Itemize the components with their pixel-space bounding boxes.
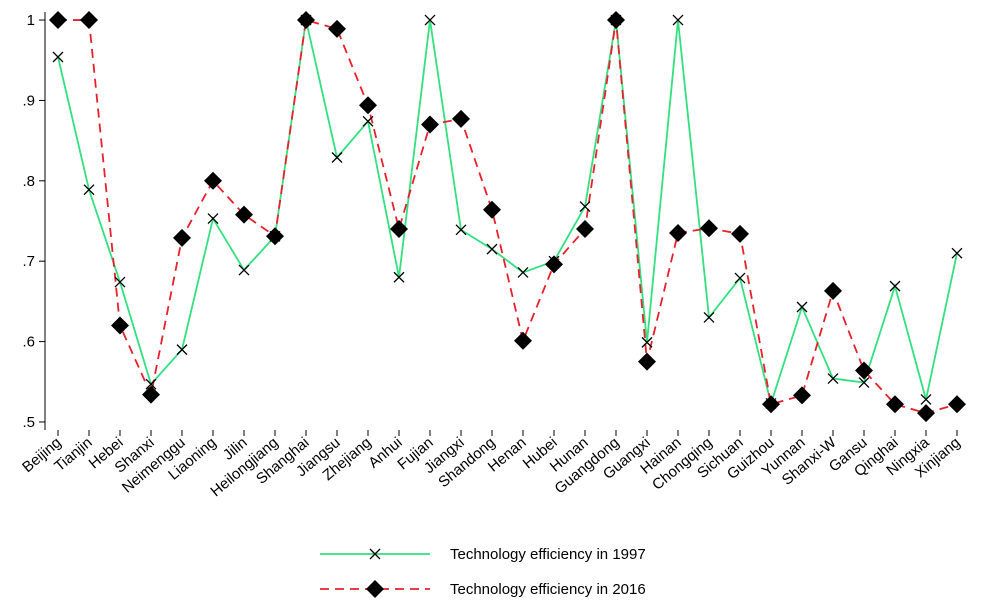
point-marker bbox=[486, 243, 498, 255]
point-marker bbox=[145, 378, 157, 390]
y-tick-label: 1 bbox=[27, 12, 35, 29]
point-marker bbox=[204, 171, 222, 190]
point-marker bbox=[421, 115, 439, 134]
y-tick-label: .5 bbox=[22, 414, 35, 431]
point-marker bbox=[238, 264, 250, 276]
series-line bbox=[58, 18, 958, 415]
point-marker bbox=[452, 109, 470, 128]
point-marker bbox=[52, 51, 64, 63]
point-marker bbox=[951, 247, 963, 259]
point-marker bbox=[762, 395, 780, 414]
point-marker bbox=[824, 281, 842, 300]
point-marker bbox=[858, 377, 870, 389]
point-marker bbox=[827, 373, 839, 385]
point-marker bbox=[545, 255, 563, 274]
point-marker bbox=[176, 344, 188, 356]
point-marker bbox=[672, 14, 684, 26]
point-marker bbox=[49, 11, 67, 30]
series-line bbox=[57, 19, 958, 407]
point-marker bbox=[359, 96, 377, 115]
point-marker bbox=[424, 14, 436, 26]
point-marker bbox=[607, 11, 625, 30]
point-marker bbox=[641, 336, 653, 348]
point-marker bbox=[796, 301, 808, 313]
y-tick-label: .7 bbox=[22, 253, 35, 270]
legend-label: Technology efficiency in 1997 bbox=[450, 546, 646, 563]
point-marker bbox=[455, 224, 467, 236]
point-marker bbox=[855, 361, 873, 380]
point-marker bbox=[328, 19, 346, 38]
point-marker bbox=[111, 316, 129, 335]
point-marker bbox=[700, 219, 718, 238]
legend-marker bbox=[369, 548, 381, 560]
y-tick-label: .8 bbox=[22, 173, 35, 190]
point-marker bbox=[114, 276, 126, 288]
point-marker bbox=[579, 201, 591, 212]
point-marker bbox=[703, 312, 715, 323]
point-marker bbox=[948, 395, 966, 414]
point-marker bbox=[393, 271, 405, 283]
point-marker bbox=[889, 280, 901, 292]
y-tick-label: .9 bbox=[22, 92, 35, 109]
point-marker bbox=[207, 213, 219, 225]
point-marker bbox=[80, 11, 98, 30]
point-marker bbox=[669, 224, 687, 243]
point-marker bbox=[734, 272, 746, 284]
point-marker bbox=[235, 205, 253, 224]
point-marker bbox=[576, 220, 594, 239]
point-marker bbox=[517, 266, 529, 278]
point-marker bbox=[173, 228, 191, 247]
point-marker bbox=[514, 331, 532, 350]
y-tick-label: .6 bbox=[22, 334, 35, 351]
point-marker bbox=[731, 224, 749, 243]
point-marker bbox=[793, 386, 811, 405]
point-marker bbox=[483, 200, 501, 219]
point-marker bbox=[83, 184, 95, 196]
point-marker bbox=[917, 404, 935, 423]
legend-marker bbox=[366, 580, 384, 598]
point-marker bbox=[886, 395, 904, 414]
point-marker bbox=[638, 352, 656, 371]
point-marker bbox=[142, 385, 160, 404]
point-marker bbox=[297, 11, 315, 30]
point-marker bbox=[920, 393, 932, 405]
legend-label: Technology efficiency in 2016 bbox=[450, 581, 646, 598]
point-marker bbox=[331, 152, 343, 163]
point-marker bbox=[390, 220, 408, 239]
point-marker bbox=[362, 115, 374, 127]
point-marker bbox=[266, 227, 284, 246]
